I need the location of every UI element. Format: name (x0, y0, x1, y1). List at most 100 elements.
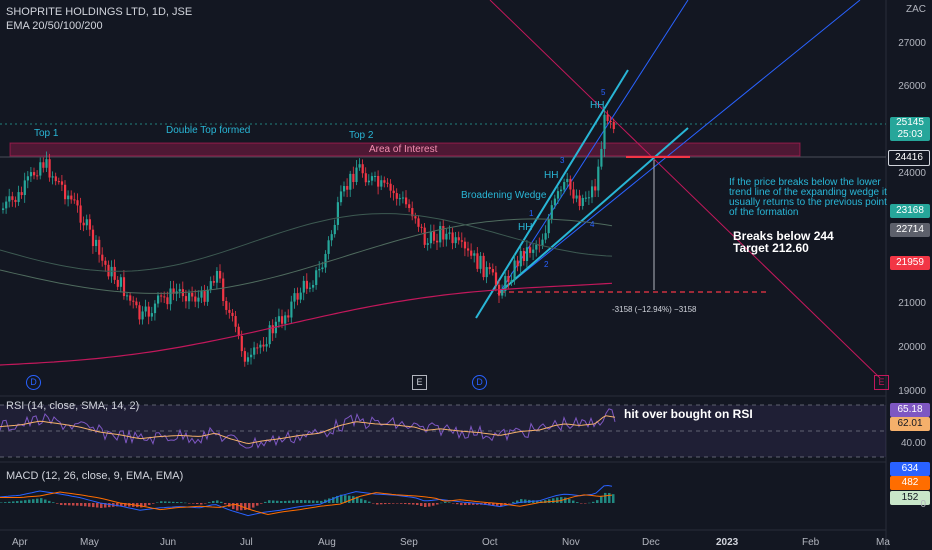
candle (581, 197, 584, 206)
candle (243, 351, 246, 362)
macd-value-tag: 634 (890, 462, 930, 476)
macd-histogram-bar (268, 500, 271, 503)
dividend-marker[interactable]: D (26, 375, 41, 390)
macd-histogram-bar (500, 503, 503, 507)
candle (203, 291, 206, 302)
macd-histogram-bar (520, 499, 523, 503)
candle (228, 309, 231, 313)
wedge-lower-line[interactable] (497, 127, 689, 295)
candle (163, 296, 166, 298)
candle (116, 279, 119, 287)
double-top-label: Double Top formed (166, 125, 251, 136)
macd-histogram-bar (92, 503, 95, 508)
candle (95, 239, 98, 247)
candle (299, 292, 302, 300)
symbol-title[interactable]: SHOPRITE HOLDINGS LTD, 1D, JSE (6, 6, 193, 18)
top1-label: Top 1 (34, 128, 59, 139)
candle (150, 313, 153, 317)
wedge-upper-line[interactable] (475, 69, 629, 319)
macd-histogram-bar (416, 503, 419, 505)
candle (494, 272, 498, 285)
candle (541, 239, 544, 246)
rsi-legend[interactable]: RSI (14, close, SMA, 14, 2) (6, 400, 140, 412)
time-tick: Ma (876, 537, 890, 548)
candle (535, 244, 538, 250)
ema-legend[interactable]: EMA 20/50/100/200 (6, 20, 103, 32)
candle (101, 254, 104, 261)
macd-histogram-bar (260, 503, 263, 504)
time-tick: Jul (240, 537, 253, 548)
candle (361, 164, 364, 174)
candle (79, 205, 82, 223)
candle (572, 189, 575, 199)
measure-label: -3158 (−12.94%) −3158 (612, 305, 697, 314)
macd-histogram-bar (248, 503, 251, 510)
candle (556, 191, 560, 199)
candle (482, 255, 485, 278)
macd-histogram-bar (428, 503, 431, 507)
macd-histogram-bar (304, 500, 307, 503)
candle (417, 218, 420, 227)
earnings-marker[interactable]: E (874, 375, 889, 390)
macd-histogram-bar (20, 500, 23, 503)
dividend-marker[interactable]: D (472, 375, 487, 390)
macd-histogram-bar (48, 500, 51, 503)
candle (594, 186, 597, 191)
candle (122, 277, 126, 297)
candle (85, 219, 88, 226)
wave-1-label: 1 (529, 209, 534, 218)
candle (290, 301, 293, 318)
macd-histogram-bar (36, 498, 39, 503)
candle (358, 164, 361, 168)
macd-histogram-bar (64, 503, 67, 506)
macd-histogram-bar (412, 503, 415, 505)
channel-line-upper[interactable] (499, 0, 861, 293)
candle (587, 197, 591, 199)
candle (476, 253, 479, 269)
candle (405, 197, 408, 205)
candle (135, 301, 138, 306)
macd-histogram-bar (52, 502, 55, 503)
candle (569, 178, 572, 190)
candle (119, 277, 122, 287)
macd-histogram-bar (296, 500, 299, 503)
macd-histogram-bar (468, 503, 471, 505)
candle (36, 175, 39, 177)
macd-histogram-bar (180, 502, 183, 503)
descending-trend-line[interactable] (489, 0, 881, 379)
macd-histogram-bar (600, 496, 603, 503)
time-tick: Aug (318, 537, 336, 548)
macd-histogram-bar (152, 503, 155, 504)
channel-line-lower[interactable] (499, 0, 689, 293)
macd-histogram-bar (592, 501, 595, 503)
candle (219, 271, 222, 279)
candle (157, 295, 160, 304)
time-tick: Jun (160, 537, 177, 548)
rsi-ma-line (0, 415, 616, 445)
price-tag-21959: 21959 (890, 256, 930, 270)
wave-5-label: 5 (601, 88, 606, 97)
candle (225, 301, 228, 310)
macd-histogram-bar (208, 502, 211, 503)
macd-histogram-bar (140, 503, 143, 508)
candle (305, 280, 308, 289)
candle (374, 175, 377, 177)
candle (429, 231, 432, 244)
macd-histogram-bar (176, 502, 179, 503)
macd-histogram-bar (148, 503, 151, 505)
macd-histogram-bar (68, 503, 71, 506)
candle (240, 335, 243, 352)
macd-histogram-bar (212, 500, 215, 503)
candle (11, 196, 14, 200)
candle (377, 175, 380, 187)
macd-histogram-bar (164, 501, 167, 503)
earnings-marker[interactable]: E (412, 375, 427, 390)
macd-tick: 0 (920, 499, 926, 510)
wave-2-label: 2 (544, 260, 549, 269)
macd-histogram-bar (264, 501, 267, 503)
macd-histogram-bar (324, 499, 327, 503)
macd-legend[interactable]: MACD (12, 26, close, 9, EMA, EMA) (6, 470, 184, 482)
time-tick: Oct (482, 537, 498, 548)
candle (48, 159, 51, 178)
